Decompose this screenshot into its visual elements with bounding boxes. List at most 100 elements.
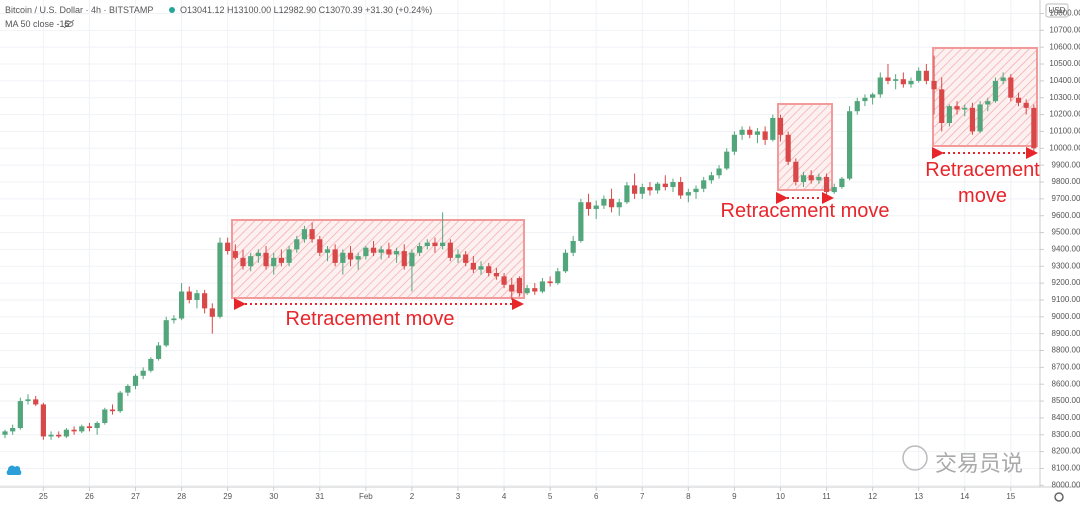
y-tick-label: 10600.00	[1049, 42, 1080, 51]
candle-body	[17, 401, 23, 429]
candle-body	[501, 276, 507, 285]
candle-body	[539, 281, 546, 292]
retracement-box	[932, 47, 1038, 147]
candle-body	[793, 161, 799, 182]
candle-body	[662, 183, 668, 188]
candle-body	[478, 266, 484, 270]
y-tick-label: 8400.00	[1052, 413, 1080, 422]
x-tick-label: 14	[960, 492, 969, 501]
candle-body	[248, 256, 254, 267]
candle-body	[79, 426, 85, 432]
candle-body	[109, 409, 116, 412]
candle-body	[931, 80, 937, 90]
candle-body	[524, 288, 530, 294]
candle-body	[48, 434, 54, 437]
y-tick-label: 9100.00	[1052, 295, 1080, 304]
candle-body	[516, 278, 523, 294]
candle-body	[985, 101, 991, 105]
candle-body	[347, 252, 354, 260]
candle-body	[125, 385, 131, 393]
candle-body	[578, 202, 584, 241]
candle-body	[608, 198, 615, 208]
y-tick-label: 10400.00	[1049, 76, 1080, 85]
y-tick-label: 9700.00	[1052, 194, 1080, 203]
x-tick-label: 12	[868, 492, 877, 501]
y-tick-label: 8100.00	[1052, 464, 1080, 473]
candle-body	[747, 129, 753, 135]
candle-body	[870, 94, 876, 98]
candle-body	[839, 178, 845, 188]
candle-body	[1031, 107, 1037, 149]
cloud-icon[interactable]	[6, 465, 22, 475]
candle-body	[25, 399, 31, 402]
y-tick-label: 10700.00	[1049, 25, 1080, 34]
candle-body	[731, 134, 738, 152]
y-tick-label: 10800.00	[1049, 9, 1080, 18]
candle-body	[440, 242, 446, 247]
candle-body	[470, 262, 476, 270]
y-tick-label: 9200.00	[1052, 278, 1080, 287]
candle-body	[232, 251, 238, 258]
candle-body	[800, 175, 807, 182]
candle-body	[816, 176, 822, 181]
candle-body	[417, 246, 423, 253]
candle-body	[893, 79, 899, 81]
candle-body	[10, 428, 16, 432]
candle-body	[624, 185, 630, 203]
y-tick-label: 10200.00	[1049, 110, 1080, 119]
y-tick-label: 10000.00	[1049, 143, 1080, 152]
candle-body	[378, 249, 384, 253]
annotation: Retracement move	[720, 200, 890, 222]
candle-body	[117, 392, 123, 412]
candle-body	[447, 242, 453, 258]
annotation: Retracement move	[285, 308, 455, 330]
candle-body	[631, 185, 638, 194]
x-tick-label: 4	[502, 492, 507, 501]
candle-body	[509, 284, 515, 292]
candle-body	[1015, 97, 1022, 103]
candle-body	[724, 151, 730, 169]
candle-body	[916, 70, 922, 81]
candle-body	[716, 168, 722, 176]
candle-body	[340, 252, 346, 263]
y-tick-label: 8900.00	[1052, 329, 1080, 338]
candle-body	[132, 375, 139, 386]
settings-icon[interactable]	[1054, 492, 1064, 502]
candle-body	[309, 229, 315, 240]
candle-body	[616, 202, 622, 208]
candle-body	[432, 242, 438, 247]
currency-label: USD	[1049, 6, 1066, 15]
x-tick-label: 7	[640, 492, 645, 501]
x-tick-label: 2	[410, 492, 415, 501]
candle-body	[271, 257, 277, 267]
candle-body	[363, 247, 369, 257]
candle-body	[102, 409, 108, 423]
candle-body	[923, 70, 929, 81]
y-tick-label: 10300.00	[1049, 93, 1080, 102]
candle-body	[393, 251, 400, 255]
candle-body	[846, 111, 853, 179]
x-tick-label: 28	[177, 492, 186, 501]
watermark-icon	[902, 445, 928, 471]
currency-box[interactable]	[1045, 3, 1069, 18]
candle-body	[708, 175, 714, 181]
candle-body	[278, 257, 285, 263]
candle-body	[685, 192, 691, 196]
candle-body	[601, 198, 607, 206]
x-tick-label: 13	[914, 492, 923, 501]
y-tick-label: 10100.00	[1049, 127, 1080, 136]
candle-body	[678, 181, 684, 196]
candle-body	[240, 257, 246, 267]
eye-icon[interactable]	[63, 19, 75, 29]
y-tick-label: 8200.00	[1052, 447, 1080, 456]
y-tick-label: 9300.00	[1052, 261, 1080, 270]
candle-body	[670, 181, 676, 188]
y-tick-label: 8300.00	[1052, 430, 1080, 439]
candle-body	[1008, 77, 1014, 98]
ohlc-legend: O13041.12 H13100.00 L12982.90 C13070.39 …	[180, 5, 433, 15]
candle-body	[255, 252, 261, 257]
arrows	[234, 147, 1038, 310]
x-tick-label: 5	[548, 492, 553, 501]
x-tick-label: 8	[686, 492, 691, 501]
